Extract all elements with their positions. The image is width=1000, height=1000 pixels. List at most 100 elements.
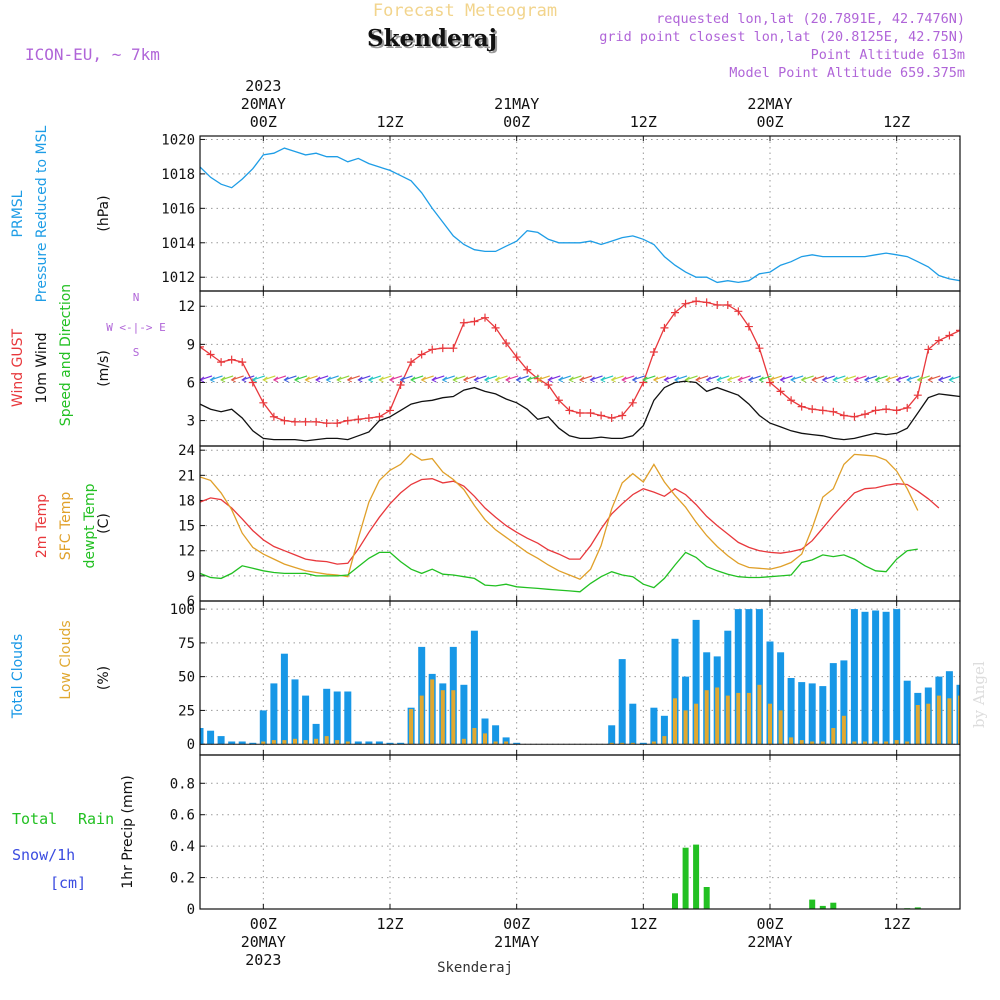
wind-direction-arrow <box>738 375 751 381</box>
wind-direction-arrow <box>833 375 846 381</box>
wind-arrow-head <box>737 376 743 383</box>
gust-marker <box>681 299 690 308</box>
wind-arrow-head <box>441 376 448 383</box>
bar <box>354 741 362 745</box>
bar <box>798 682 806 745</box>
gust-marker <box>227 355 236 364</box>
gust-marker <box>977 340 985 348</box>
wind-arrow-head <box>610 376 616 383</box>
bar <box>671 638 679 745</box>
prmsl-sub-label: Pressure Reduced to MSL <box>34 125 50 302</box>
wind-arrow-head <box>652 376 659 383</box>
top-tick-label: 00Z <box>756 113 783 131</box>
wind-direction-arrow <box>611 375 624 381</box>
panel-data <box>200 609 994 745</box>
bottom-tick-label: 00Z <box>250 915 277 933</box>
wind-arrow-head <box>336 376 342 383</box>
wind-arrow-head <box>821 376 828 383</box>
gust-marker <box>988 342 996 350</box>
bar <box>915 705 920 745</box>
gust-marker <box>576 408 584 417</box>
y-tick-label: 0 <box>187 737 195 753</box>
bar <box>990 704 994 745</box>
wind-direction-arrow <box>632 375 645 381</box>
wind-direction-arrow <box>548 375 561 381</box>
bar <box>936 695 941 745</box>
wind-arrow-head <box>346 376 353 383</box>
y-tick-label: 75 <box>178 636 195 652</box>
gust-marker <box>744 322 753 331</box>
bottom-tick-label: 00Z <box>503 915 530 933</box>
wind-direction-arrow <box>769 375 783 381</box>
wind-arrow-head <box>568 376 574 383</box>
bar <box>755 609 763 745</box>
top-tick-label: 00Z <box>250 113 277 131</box>
gust-marker <box>607 414 616 423</box>
gust-marker <box>512 353 521 362</box>
gust-marker <box>280 416 289 425</box>
wind-direction-arrow <box>917 375 930 381</box>
bar <box>504 741 509 745</box>
bar <box>829 663 837 745</box>
wind-direction-arrow <box>432 375 445 381</box>
gust-marker <box>628 398 637 407</box>
gust-marker <box>565 406 574 415</box>
gust-marker <box>554 396 563 405</box>
wind-direction-arrow <box>252 375 265 381</box>
wind-direction-arrow <box>706 375 719 381</box>
series-line <box>200 147 960 284</box>
gust-marker <box>861 410 869 419</box>
wind-direction-arrow <box>326 375 339 381</box>
wind-arrow-head <box>600 376 606 383</box>
wind-direction-arrow <box>358 375 371 381</box>
bar <box>217 736 225 745</box>
wind-direction-arrow <box>442 375 455 381</box>
gust-marker <box>481 313 489 322</box>
wind-arrow-head <box>547 376 553 383</box>
bar <box>302 695 310 745</box>
bottom-tick-label: 12Z <box>376 915 403 933</box>
series-line <box>200 452 919 580</box>
bar <box>968 904 974 909</box>
wind-direction-arrow <box>379 375 392 381</box>
series-line <box>200 300 960 424</box>
sfc-temp-label: SFC Temp <box>58 492 74 561</box>
model-label: ICON-EU, ~ 7km <box>25 45 160 64</box>
wind-label: 10m Wind <box>34 332 50 403</box>
prmsl-label: PRMSL <box>10 190 26 237</box>
wind-arrow-head <box>262 376 268 383</box>
bar <box>620 742 625 745</box>
gust-marker <box>956 326 960 335</box>
gust-marker <box>238 358 247 367</box>
bar <box>451 690 456 745</box>
wind-direction-arrow <box>579 375 593 381</box>
wind-arrow-head <box>906 376 912 383</box>
gust-marker <box>544 381 553 390</box>
bar <box>831 728 836 745</box>
bar <box>958 695 960 745</box>
wind-dir-label: Speed and Direction <box>58 284 74 426</box>
bar <box>344 691 352 745</box>
bar <box>894 740 899 745</box>
wind-direction-arrow <box>854 375 867 381</box>
gust-marker <box>312 417 321 426</box>
wind-direction-arrow <box>421 375 434 381</box>
wind-direction-arrow <box>885 375 899 381</box>
bar <box>261 741 266 745</box>
wind-direction-arrow <box>263 375 276 381</box>
wind-direction-arrow <box>558 375 572 381</box>
wind-direction-arrow <box>875 375 888 381</box>
gust-marker <box>967 333 975 341</box>
wind-direction-arrow <box>474 375 487 381</box>
wind-arrow-head <box>526 376 532 383</box>
wind-direction-arrow <box>622 375 635 381</box>
wind-direction-arrow <box>643 375 656 381</box>
wind-arrow-head <box>885 376 891 383</box>
wind-arrow-head <box>230 376 236 383</box>
bar <box>323 688 331 745</box>
wind-direction-arrow <box>410 375 424 381</box>
wind-direction-arrow <box>537 375 550 381</box>
bar <box>282 740 287 745</box>
bar <box>651 741 656 745</box>
